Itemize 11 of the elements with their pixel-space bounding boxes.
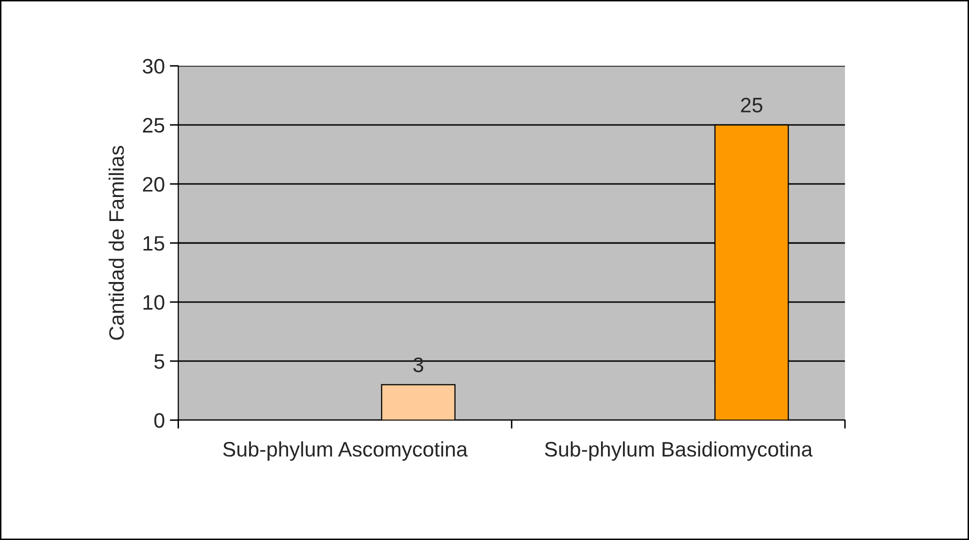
y-tick-label: 5 (154, 354, 164, 369)
data-label: 25 (741, 98, 762, 112)
y-tick-label: 30 (142, 58, 164, 74)
y-tick-label: 25 (142, 118, 164, 133)
x-tick-label: Sub-phylum Ascomycotina (223, 441, 468, 461)
y-tick-label: 15 (144, 236, 164, 251)
x-tick-label: Sub-phylum Basidiomycotina (544, 441, 813, 461)
y-tick-label: 20 (142, 176, 164, 192)
y-tick-label: 10 (144, 295, 164, 310)
y-tick-label: 0 (154, 413, 164, 428)
y-axis-title: Cantidad de Familias (108, 146, 124, 340)
